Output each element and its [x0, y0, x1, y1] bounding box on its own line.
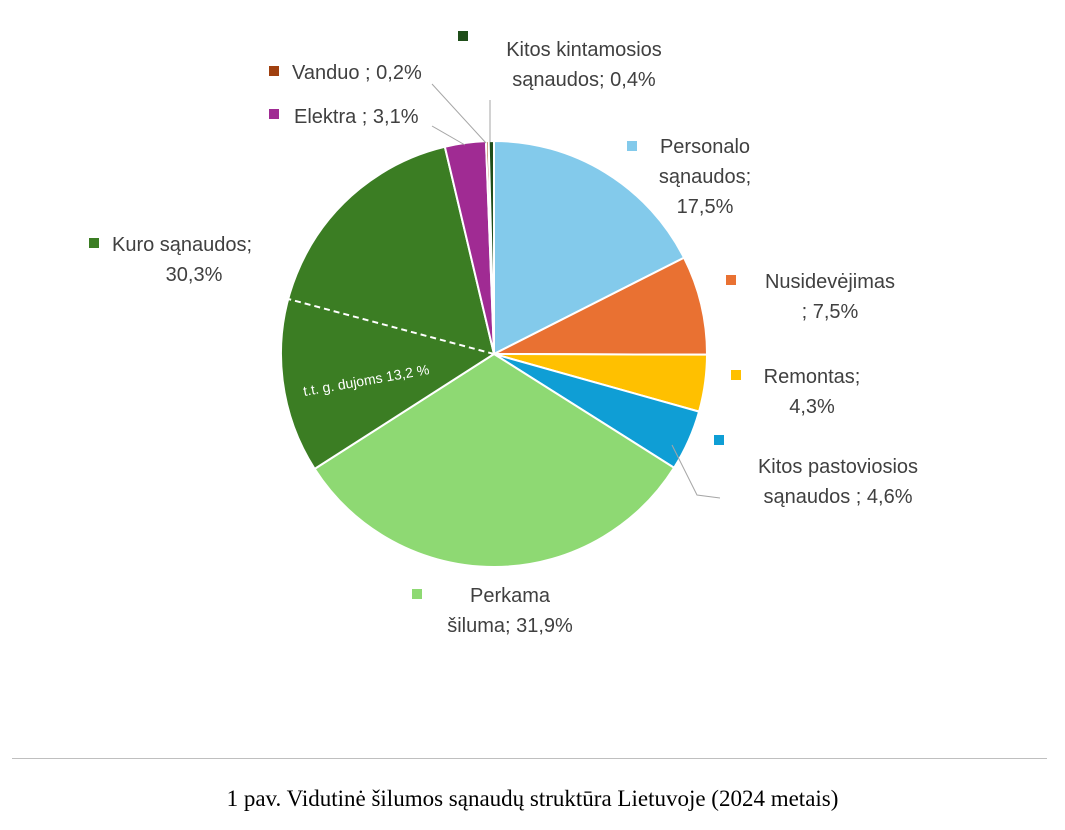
pie-slice-personalo-sanaudos — [493, 139, 686, 356]
legend-marker-personalo-sanaudos — [627, 141, 637, 151]
data-label-value: 4,3% — [789, 396, 835, 418]
pie-slice-perkama-siluma — [313, 352, 676, 568]
data-label-category: Perkama — [470, 585, 551, 607]
data-label-category: Kitos pastoviosios — [758, 456, 918, 478]
data-label-category: Vanduo ; 0,2% — [292, 62, 422, 84]
data-label-category: Kitos kintamosios — [506, 39, 662, 61]
caption-divider — [12, 758, 1047, 759]
data-label-category: Kuro sąnaudos; — [112, 234, 252, 256]
data-label-value: 30,3% — [166, 264, 223, 286]
data-label-category: šiluma; 31,9% — [447, 615, 573, 637]
pie-slice-kitos-kintamosios-sanaudos — [487, 139, 495, 355]
legend-marker-nusidevejimas — [726, 275, 736, 285]
leader-line-elektra — [431, 125, 466, 146]
legend-marker-kitos-pastoviosios-sanaudos — [714, 435, 724, 445]
data-label-value: 17,5% — [677, 196, 734, 218]
pie-labels: Personalo sąnaudos; 17,5% Nusidevėjimas ; 7,… — [89, 31, 918, 637]
data-label-category: Nusidevėjimas — [765, 271, 895, 293]
pie-slice-nusidevejimas — [493, 256, 709, 356]
data-label-category: Elektra ; 3,1% — [294, 106, 419, 128]
legend-marker-kuro-sanaudos — [89, 238, 99, 248]
leader-line-vanduo — [431, 83, 487, 144]
data-label-category: sąnaudos; — [659, 166, 751, 188]
legend-marker-perkama-siluma — [412, 589, 422, 599]
pie-slices — [280, 139, 709, 568]
pie-chart: t.t. g. dujoms 13,2 % Personalosąnaudos;… — [89, 31, 918, 637]
sub-segment-divider — [287, 298, 495, 355]
legend-marker-remontas — [731, 370, 741, 380]
legend-marker-vanduo — [269, 66, 279, 76]
data-label-category: sąnaudos ; 4,6% — [764, 486, 913, 508]
data-label-category: sąnaudos; 0,4% — [512, 69, 656, 91]
leader-line-kitos-pastoviosios-sanaudos — [671, 444, 721, 499]
legend-marker-elektra — [269, 109, 279, 119]
data-label-category: Personalo — [660, 136, 750, 158]
data-label-category: ; 7,5% — [802, 301, 859, 323]
figure-caption: 1 pav. Vidutinė šilumos sąnaudų struktūr… — [226, 786, 839, 811]
legend-marker-kitos-kintamosios-sanaudos — [458, 31, 468, 41]
pie-slice-kuro-sanaudos — [280, 145, 496, 471]
data-label-category: Remontas; — [764, 366, 861, 388]
